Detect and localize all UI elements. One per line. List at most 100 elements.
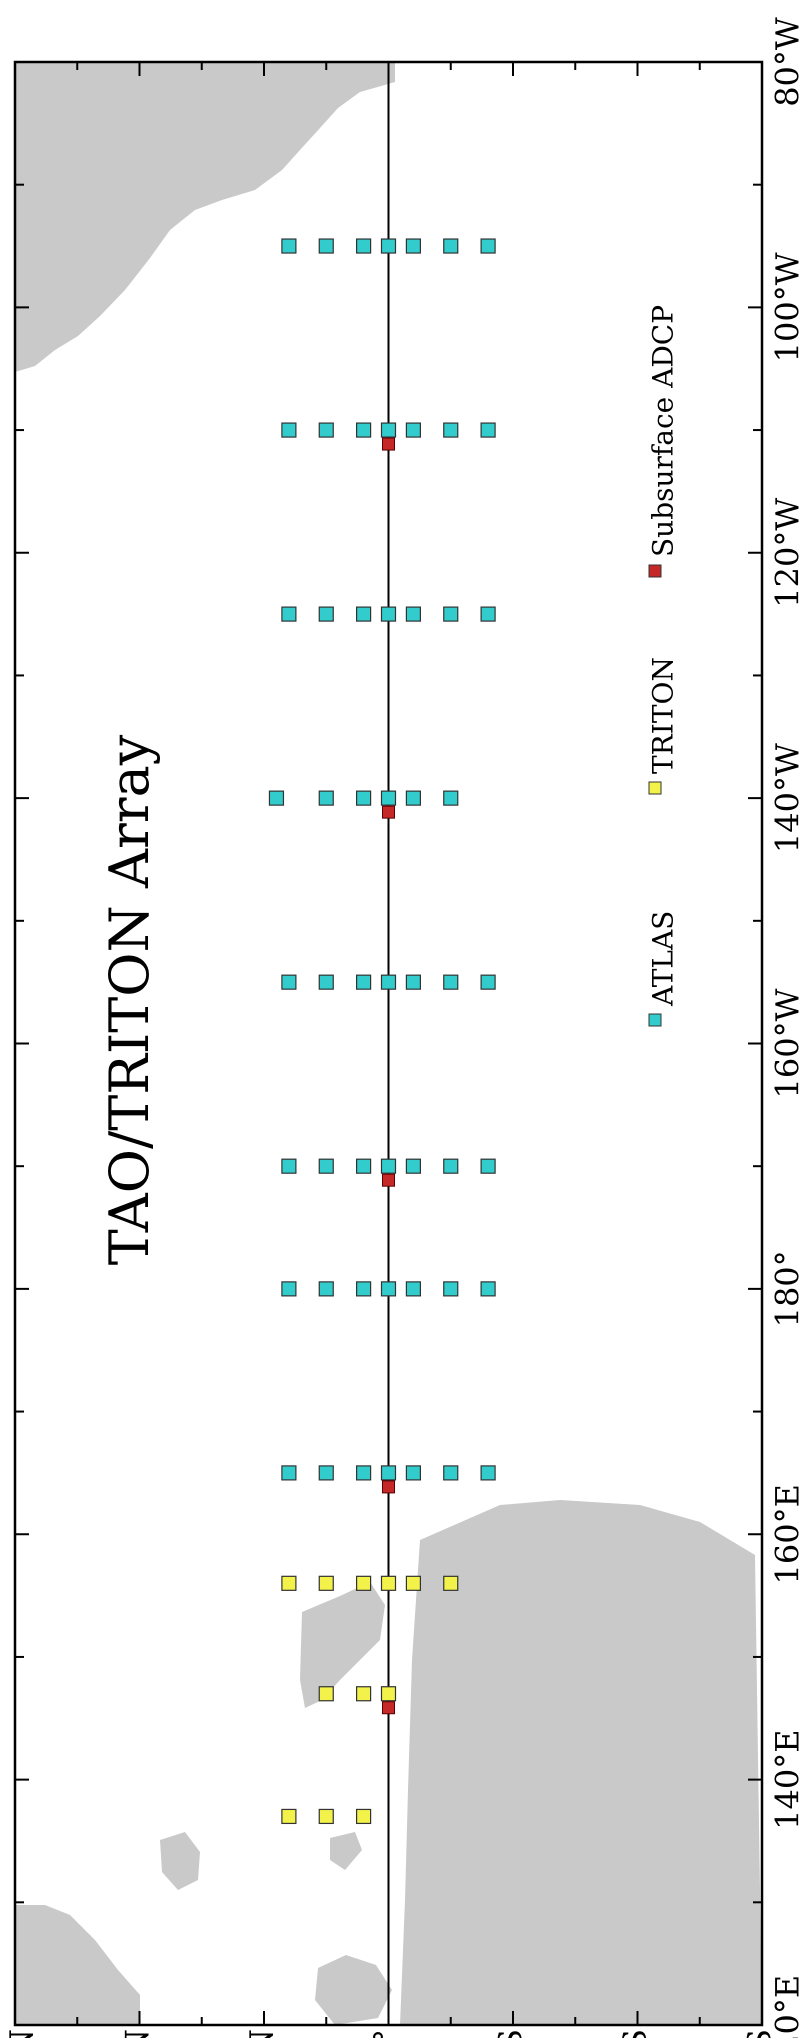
- lon-tick-label: 120°W: [769, 498, 801, 608]
- triton-mooring: [380, 1575, 397, 1591]
- land-masses: [15, 62, 762, 2025]
- adcp-mooring: [382, 437, 395, 451]
- atlas-mooring: [443, 238, 459, 254]
- atlas-mooring: [380, 790, 397, 806]
- atlas-mooring: [356, 606, 372, 622]
- triton-mooring: [405, 1575, 421, 1591]
- legend-triton-label: TRITON: [647, 657, 680, 774]
- atlas-mooring: [405, 790, 421, 806]
- australia-land: [400, 1500, 762, 2025]
- atlas-mooring: [281, 606, 297, 622]
- triton-mooring: [356, 1808, 372, 1825]
- atlas-mooring: [318, 422, 334, 438]
- atlas-mooring: [281, 238, 297, 254]
- atlas-mooring: [281, 974, 297, 990]
- philippines-land: [160, 1832, 200, 1890]
- lon-tick-label: 80°W: [769, 17, 801, 107]
- atlas-mooring: [405, 422, 421, 438]
- atlas-mooring: [405, 1158, 421, 1174]
- atlas-mooring: [356, 974, 372, 990]
- adcp-mooring: [382, 1173, 395, 1187]
- triton-mooring: [281, 1575, 297, 1591]
- atlas-mooring: [405, 1281, 421, 1297]
- atlas-mooring: [356, 790, 372, 806]
- atlas-mooring: [318, 606, 334, 622]
- triton-mooring: [318, 1808, 334, 1825]
- atlas-mooring: [405, 1465, 421, 1481]
- atlas-mooring: [480, 238, 496, 254]
- atlas-mooring: [480, 606, 496, 622]
- atlas-mooring: [281, 1158, 297, 1174]
- lon-tick-label: 120°E: [769, 1975, 801, 2038]
- new-guinea-land: [300, 1582, 385, 1708]
- atlas-mooring: [380, 422, 397, 438]
- atlas-mooring: [318, 974, 334, 990]
- lon-tick-label: 140°E: [769, 1729, 801, 1829]
- atlas-mooring: [443, 1465, 459, 1481]
- lat-tick-label: 30°S: [741, 2029, 779, 2038]
- lat-tick-label: 20°N: [118, 2029, 156, 2038]
- atlas-mooring: [318, 1281, 334, 1297]
- atlas-mooring: [380, 606, 397, 622]
- atlas-mooring: [443, 790, 459, 806]
- atlas-mooring: [318, 790, 334, 806]
- atlas-mooring: [380, 1281, 397, 1297]
- atlas-mooring: [356, 1465, 372, 1481]
- legend: ATLAS TRITON Subsurface ADCP: [647, 305, 680, 1027]
- adcp-mooring: [382, 1701, 395, 1715]
- triton-mooring: [281, 1808, 297, 1825]
- map-title: TAO/TRITON Array: [98, 734, 161, 1265]
- triton-mooring: [318, 1686, 334, 1702]
- atlas-mooring: [480, 1158, 496, 1174]
- lat-tick-label: 20°S: [616, 2029, 654, 2038]
- legend-adcp-swatch: [648, 564, 662, 578]
- atlas-mooring: [356, 1158, 372, 1174]
- legend-atlas-label: ATLAS: [647, 911, 680, 1007]
- atlas-mooring: [318, 1465, 334, 1481]
- lon-tick-label: 140°W: [769, 743, 801, 853]
- lon-tick-label: 100°W: [769, 252, 801, 362]
- atlas-mooring: [405, 238, 421, 254]
- triton-mooring: [356, 1575, 372, 1591]
- legend-adcp-label: Subsurface ADCP: [647, 305, 680, 557]
- central-america-land: [15, 62, 395, 372]
- atlas-mooring: [318, 1158, 334, 1174]
- borneo-land: [315, 1955, 392, 2025]
- atlas-mooring: [480, 1465, 496, 1481]
- atlas-mooring: [380, 1158, 397, 1174]
- atlas-mooring: [443, 1281, 459, 1297]
- atlas-mooring: [480, 422, 496, 438]
- atlas-mooring: [443, 606, 459, 622]
- atlas-mooring: [443, 974, 459, 990]
- legend-triton-swatch: [648, 781, 662, 795]
- triton-mooring: [318, 1575, 334, 1591]
- atlas-mooring: [356, 238, 372, 254]
- atlas-mooring: [405, 606, 421, 622]
- sulawesi-land: [330, 1832, 362, 1870]
- atlas-mooring: [405, 974, 421, 990]
- atlas-mooring: [380, 974, 397, 990]
- asia-land: [15, 1905, 140, 2025]
- adcp-mooring: [382, 805, 395, 819]
- atlas-mooring: [443, 422, 459, 438]
- atlas-mooring: [281, 1281, 297, 1297]
- atlas-mooring: [356, 1281, 372, 1297]
- lat-tick-label: 10°N: [243, 2029, 281, 2038]
- triton-mooring: [443, 1575, 459, 1591]
- atlas-mooring: [443, 1158, 459, 1174]
- lon-tick-label: 160°E: [769, 1484, 801, 1584]
- lon-tick-label: 180°: [769, 1250, 801, 1327]
- lat-tick-label: 0°: [367, 2029, 405, 2038]
- lat-tick-label: 30°N: [3, 2029, 41, 2038]
- atlas-mooring: [281, 422, 297, 438]
- lon-tick-label: 160°W: [769, 988, 801, 1098]
- atlas-mooring: [380, 238, 397, 254]
- atlas-mooring: [318, 238, 334, 254]
- triton-mooring: [356, 1686, 372, 1702]
- triton-mooring: [380, 1686, 397, 1702]
- atlas-mooring: [380, 1465, 397, 1481]
- atlas-mooring: [480, 974, 496, 990]
- lat-tick-label: 10°S: [492, 2029, 530, 2038]
- atlas-mooring: [356, 422, 372, 438]
